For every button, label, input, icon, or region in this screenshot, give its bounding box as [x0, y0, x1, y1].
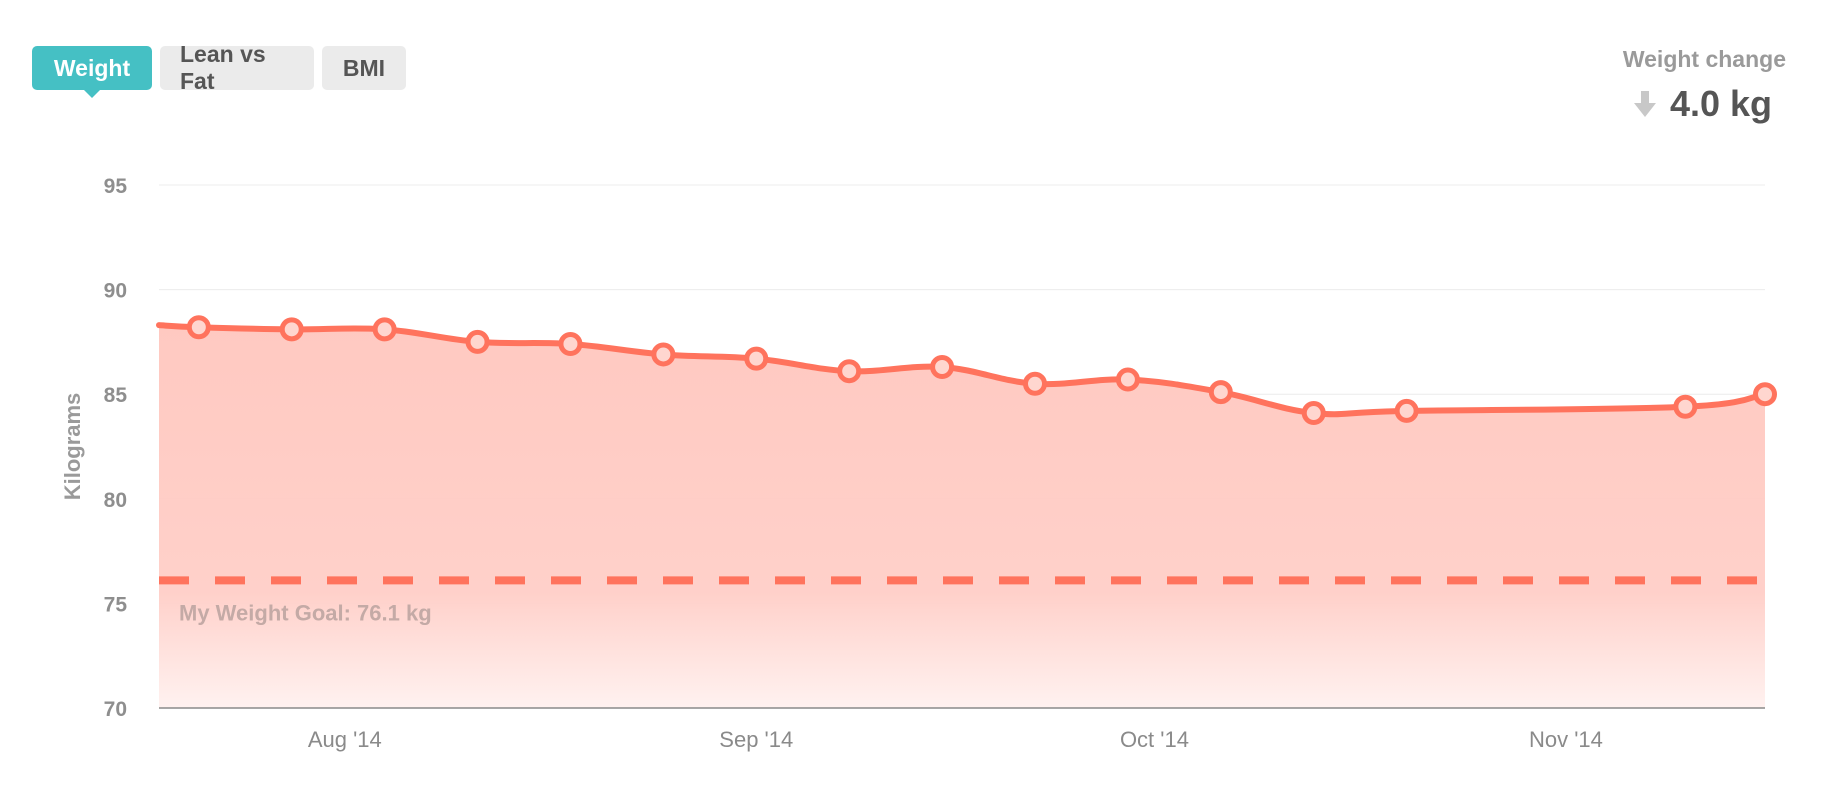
weight-change-value: 4.0 kg	[1669, 83, 1772, 124]
y-tick-label: 80	[104, 489, 127, 512]
weight-area-fill	[159, 325, 1772, 708]
data-point[interactable]	[1301, 401, 1326, 426]
axes: 70 75 80 85 90 95 Aug '14 Sep '14 Oct '14 Nov '14…	[60, 175, 1765, 752]
y-tick-label: 75	[104, 593, 128, 616]
data-point[interactable]	[186, 315, 211, 340]
x-tick-label: Nov '14	[1529, 727, 1603, 752]
y-tick-label: 95	[104, 175, 128, 198]
x-tick-label: Oct '14	[1120, 727, 1189, 752]
weight-change-value-row: 4.0 kg	[1623, 83, 1772, 125]
area-layer	[159, 325, 1772, 708]
data-point[interactable]	[279, 317, 304, 342]
goal-layer: My Weight Goal: 76.1 kg	[159, 576, 1765, 625]
data-point[interactable]	[1753, 382, 1777, 407]
y-axis-title: Kilograms	[60, 393, 85, 501]
data-point[interactable]	[465, 329, 490, 354]
data-point[interactable]	[1673, 394, 1698, 419]
data-point[interactable]	[744, 346, 769, 371]
x-tick-label: Sep '14	[719, 727, 793, 752]
data-point[interactable]	[1208, 380, 1233, 405]
chart-tabs: Weight Lean vs Fat BMI	[32, 41, 406, 98]
goal-label: My Weight Goal: 76.1 kg	[179, 600, 432, 625]
y-tick-label: 70	[104, 698, 127, 721]
tab-bmi[interactable]: BMI	[322, 46, 406, 90]
x-tick-label: Aug '14	[308, 727, 382, 752]
data-point[interactable]	[651, 342, 676, 367]
data-point[interactable]	[1023, 371, 1047, 396]
data-point[interactable]	[930, 355, 955, 380]
weight-change-label: Weight change	[1622, 46, 1786, 72]
data-point[interactable]	[837, 359, 862, 384]
data-points	[186, 315, 1777, 426]
data-point[interactable]	[558, 331, 583, 356]
weight-change-summary: Weight change 4.0 kg	[1623, 46, 1786, 125]
y-tick-label: 90	[104, 280, 127, 303]
tab-lean-vs-fat[interactable]: Lean vs Fat	[160, 41, 314, 94]
data-point[interactable]	[1394, 398, 1419, 423]
tab-weight[interactable]: Weight	[32, 46, 152, 98]
data-point[interactable]	[1115, 367, 1140, 392]
data-point[interactable]	[372, 317, 397, 342]
arrow-down-icon	[1633, 91, 1656, 117]
y-tick-label: 85	[104, 384, 128, 407]
